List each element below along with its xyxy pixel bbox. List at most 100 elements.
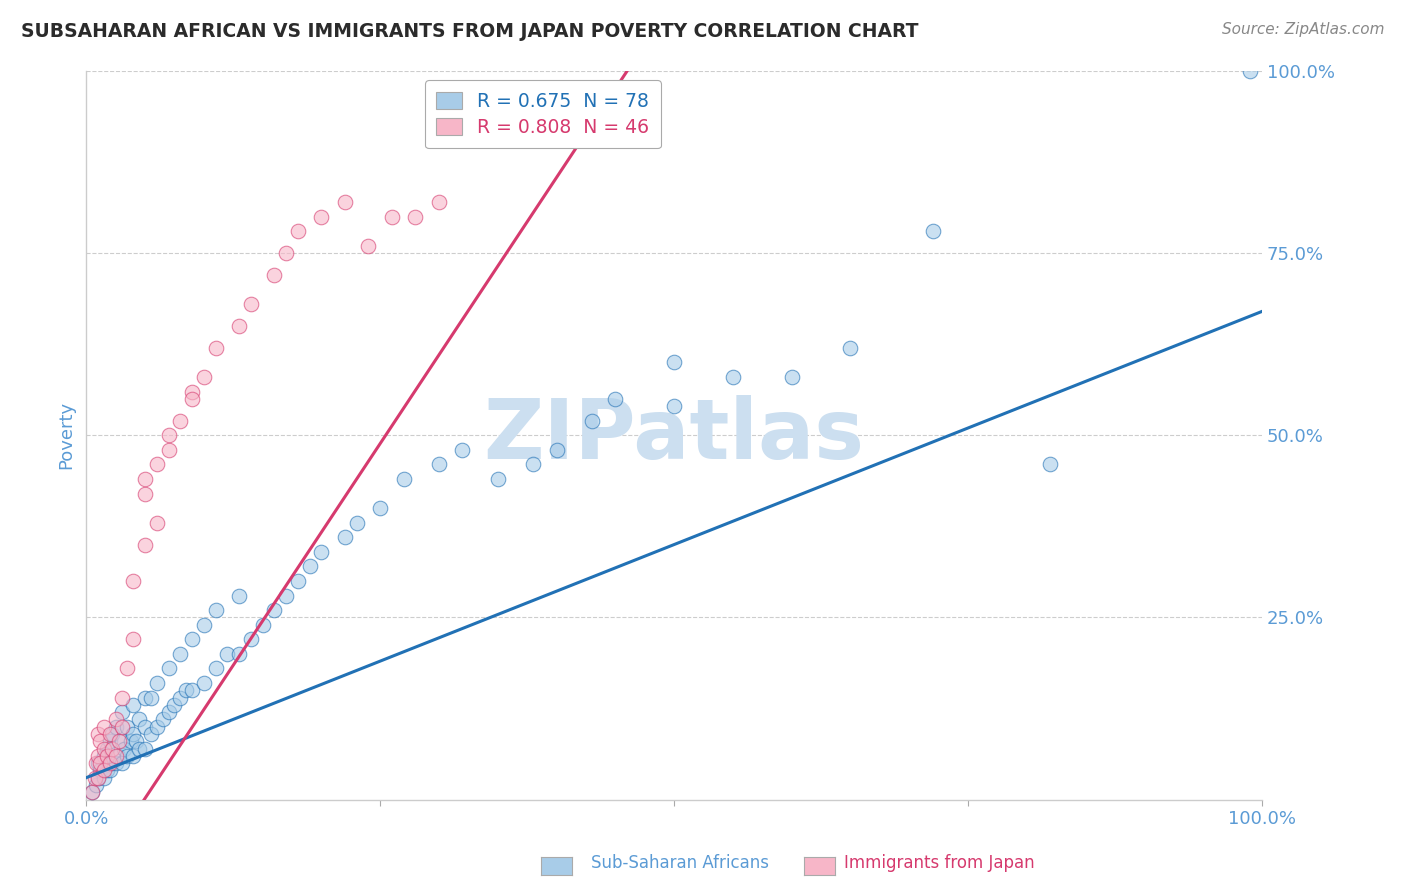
Point bbox=[662, 399, 685, 413]
Point bbox=[110, 734, 132, 748]
Point bbox=[333, 530, 356, 544]
Point bbox=[98, 764, 121, 778]
Point bbox=[139, 690, 162, 705]
Point bbox=[163, 698, 186, 712]
Point bbox=[427, 458, 450, 472]
Point bbox=[276, 589, 298, 603]
Point bbox=[1039, 458, 1062, 472]
Point bbox=[193, 370, 215, 384]
Point bbox=[169, 647, 191, 661]
Point bbox=[157, 661, 180, 675]
Point bbox=[122, 727, 145, 741]
Point bbox=[87, 771, 110, 785]
Point bbox=[98, 727, 121, 741]
Point bbox=[146, 720, 169, 734]
Point bbox=[157, 705, 180, 719]
Point bbox=[104, 756, 127, 770]
Point bbox=[181, 392, 204, 406]
Point bbox=[108, 734, 131, 748]
Point bbox=[546, 442, 568, 457]
Point bbox=[101, 727, 124, 741]
Point bbox=[287, 224, 309, 238]
Point bbox=[263, 603, 285, 617]
Point bbox=[146, 676, 169, 690]
Point bbox=[204, 661, 226, 675]
Point bbox=[107, 748, 129, 763]
Text: ZIPatlas: ZIPatlas bbox=[484, 395, 865, 475]
Point bbox=[311, 210, 333, 224]
Point bbox=[96, 741, 118, 756]
Point bbox=[333, 195, 356, 210]
Point bbox=[117, 748, 139, 763]
Point bbox=[193, 617, 215, 632]
Point bbox=[87, 727, 110, 741]
Point bbox=[181, 632, 204, 647]
Point bbox=[104, 720, 127, 734]
Point bbox=[82, 785, 104, 799]
Point bbox=[311, 545, 333, 559]
Point bbox=[451, 442, 474, 457]
Point bbox=[276, 246, 298, 260]
Point bbox=[112, 741, 135, 756]
Text: SUBSAHARAN AFRICAN VS IMMIGRANTS FROM JAPAN POVERTY CORRELATION CHART: SUBSAHARAN AFRICAN VS IMMIGRANTS FROM JA… bbox=[21, 22, 918, 41]
Point bbox=[93, 720, 115, 734]
Point bbox=[204, 341, 226, 355]
Point bbox=[104, 748, 127, 763]
Point bbox=[89, 756, 111, 770]
Point bbox=[110, 756, 132, 770]
Point bbox=[98, 734, 121, 748]
Point bbox=[101, 741, 124, 756]
Text: Source: ZipAtlas.com: Source: ZipAtlas.com bbox=[1222, 22, 1385, 37]
Point bbox=[122, 698, 145, 712]
Point bbox=[392, 472, 415, 486]
Point bbox=[89, 734, 111, 748]
Text: Immigrants from Japan: Immigrants from Japan bbox=[844, 855, 1035, 872]
Point bbox=[146, 516, 169, 530]
Point bbox=[134, 741, 156, 756]
Point bbox=[239, 632, 262, 647]
Point bbox=[146, 458, 169, 472]
Point bbox=[228, 318, 250, 333]
Point bbox=[128, 712, 150, 726]
Point bbox=[522, 458, 544, 472]
Point bbox=[346, 516, 368, 530]
Point bbox=[93, 764, 115, 778]
Point bbox=[404, 210, 426, 224]
Point bbox=[427, 195, 450, 210]
Point bbox=[87, 771, 110, 785]
Point bbox=[298, 559, 321, 574]
Point bbox=[174, 683, 197, 698]
Point bbox=[169, 414, 191, 428]
Point bbox=[134, 486, 156, 500]
Point bbox=[181, 683, 204, 698]
Point bbox=[605, 392, 627, 406]
Point bbox=[368, 501, 391, 516]
Point bbox=[139, 727, 162, 741]
Point bbox=[780, 370, 803, 384]
Point bbox=[110, 720, 132, 734]
Point bbox=[110, 690, 132, 705]
Point bbox=[357, 239, 380, 253]
Point bbox=[263, 268, 285, 282]
Point bbox=[157, 428, 180, 442]
Point bbox=[228, 589, 250, 603]
Point bbox=[921, 224, 943, 238]
Point bbox=[83, 771, 105, 785]
Point bbox=[486, 472, 509, 486]
Point bbox=[122, 632, 145, 647]
Point bbox=[157, 442, 180, 457]
Point bbox=[84, 778, 107, 792]
Point bbox=[82, 785, 104, 799]
Point bbox=[169, 690, 191, 705]
Y-axis label: Poverty: Poverty bbox=[58, 401, 75, 469]
Point bbox=[581, 414, 603, 428]
Point bbox=[89, 764, 111, 778]
Point bbox=[134, 690, 156, 705]
Point bbox=[120, 734, 142, 748]
Point bbox=[124, 734, 146, 748]
Point bbox=[839, 341, 862, 355]
Point bbox=[96, 764, 118, 778]
Point bbox=[287, 574, 309, 588]
Point bbox=[96, 748, 118, 763]
Point bbox=[98, 756, 121, 770]
